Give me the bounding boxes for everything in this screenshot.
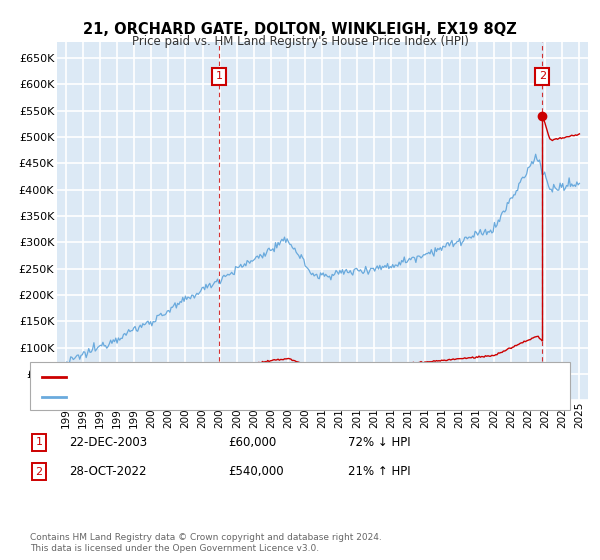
- Text: Contains HM Land Registry data © Crown copyright and database right 2024.
This d: Contains HM Land Registry data © Crown c…: [30, 533, 382, 553]
- Text: 22-DEC-2003: 22-DEC-2003: [69, 436, 147, 449]
- Text: 1: 1: [216, 71, 223, 81]
- Text: 21% ↑ HPI: 21% ↑ HPI: [348, 465, 410, 478]
- Text: £540,000: £540,000: [228, 465, 284, 478]
- Text: 21, ORCHARD GATE, DOLTON, WINKLEIGH, EX19 8QZ: 21, ORCHARD GATE, DOLTON, WINKLEIGH, EX1…: [83, 22, 517, 38]
- Text: Price paid vs. HM Land Registry's House Price Index (HPI): Price paid vs. HM Land Registry's House …: [131, 35, 469, 48]
- Text: 21, ORCHARD GATE, DOLTON, WINKLEIGH, EX19 8QZ (detached house): 21, ORCHARD GATE, DOLTON, WINKLEIGH, EX1…: [75, 372, 473, 381]
- Text: 2: 2: [539, 71, 546, 81]
- Text: HPI: Average price, detached house, Torridge: HPI: Average price, detached house, Torr…: [75, 391, 326, 402]
- Text: 28-OCT-2022: 28-OCT-2022: [69, 465, 146, 478]
- Text: 1: 1: [35, 437, 43, 447]
- Text: £60,000: £60,000: [228, 436, 276, 449]
- Text: 72% ↓ HPI: 72% ↓ HPI: [348, 436, 410, 449]
- Text: 2: 2: [35, 466, 43, 477]
